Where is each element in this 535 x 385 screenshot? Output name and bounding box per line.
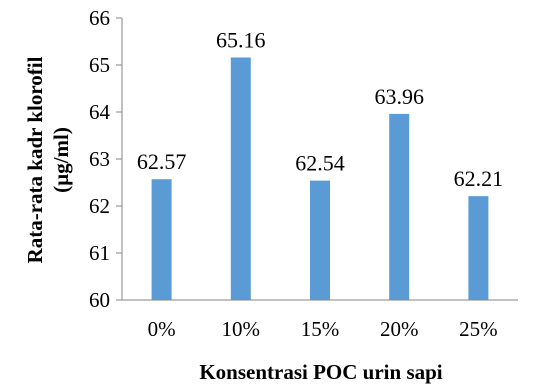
data-label: 62.54 (295, 151, 345, 176)
y-axis-tick-labels: 60 61 62 63 64 65 66 (89, 6, 122, 312)
y-tick-label: 65 (89, 53, 110, 77)
x-axis-title: Konsentrasi POC urin sapi (199, 360, 442, 384)
x-tick-label: 25% (459, 317, 498, 341)
x-tick-label: 10% (222, 317, 261, 341)
data-label: 63.96 (374, 84, 424, 109)
bar-20pct (389, 113, 410, 300)
y-axis-title: Rata-rata kadr klorofil (µg/ml) (23, 56, 73, 263)
y-tick-label: 64 (89, 100, 111, 124)
y-axis-title-line-1: Rata-rata kadr klorofil (23, 56, 47, 263)
x-axis-tick-labels: 0% 10% 15% 20% 25% (148, 317, 498, 341)
x-tick-label: 20% (380, 317, 419, 341)
bar-0pct (151, 179, 172, 300)
data-label: 62.21 (454, 166, 504, 191)
bar-series (151, 57, 489, 301)
y-tick-label: 63 (89, 147, 110, 171)
y-tick-label: 60 (89, 288, 110, 312)
y-tick-label: 66 (89, 6, 110, 30)
data-label: 62.57 (137, 149, 187, 174)
y-axis-title-line-2: (µg/ml) (49, 127, 73, 193)
x-tick-label: 0% (148, 317, 176, 341)
y-tick-label: 62 (89, 194, 110, 218)
bar-25pct (468, 196, 489, 300)
x-tick-label: 15% (301, 317, 340, 341)
data-label: 65.16 (216, 27, 266, 52)
y-tick-label: 61 (89, 241, 110, 265)
data-labels: 62.57 65.16 62.54 63.96 62.21 (137, 27, 503, 191)
bar-15pct (310, 180, 330, 300)
bar-10pct (230, 57, 251, 301)
